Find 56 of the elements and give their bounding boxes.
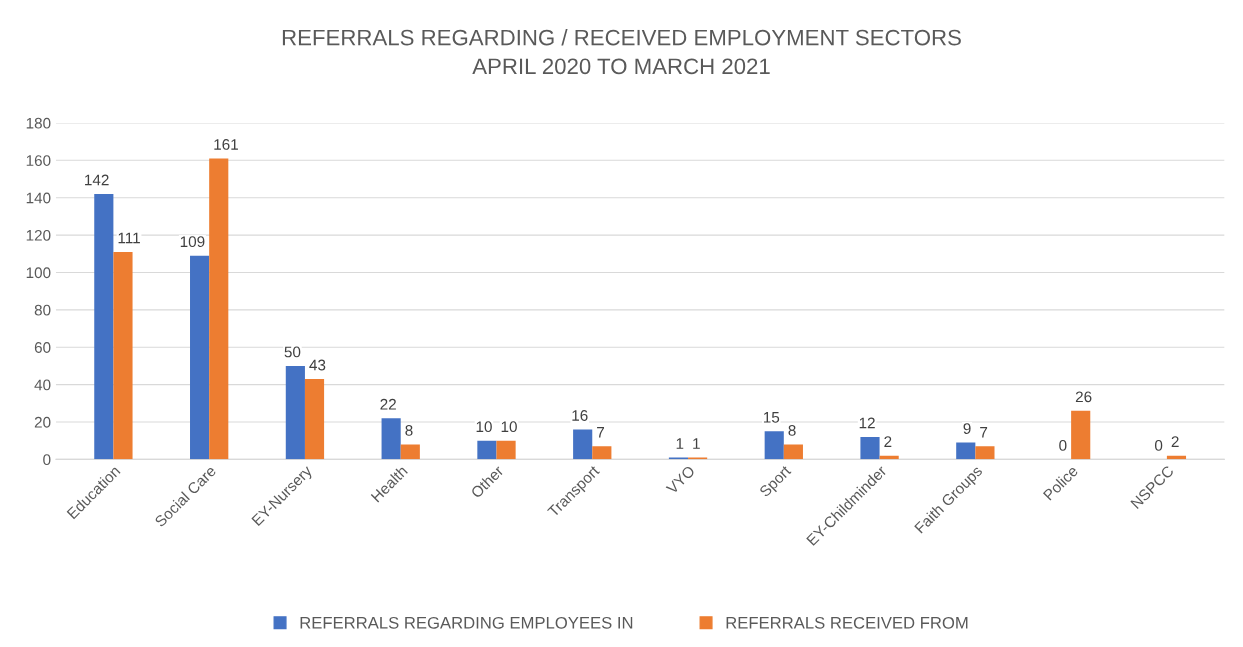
data-label: 15 <box>763 412 780 423</box>
data-label: 161 <box>214 139 238 150</box>
bar <box>190 255 210 460</box>
data-label: 7 <box>980 427 988 438</box>
data-label: 2 <box>1171 436 1179 447</box>
data-label: 7 <box>597 427 605 438</box>
data-label: 1 <box>693 438 700 449</box>
chart-title: REFERRALS REGARDING / RECEIVED EMPLOYMENT SECTORS APRIL 2020 TO MARCH 2021 <box>282 29 961 75</box>
data-label: 43 <box>309 359 326 371</box>
data-label: 16 <box>572 410 588 421</box>
bar <box>783 444 803 460</box>
data-label: 1 <box>676 438 684 449</box>
bar <box>477 440 497 460</box>
bar <box>209 158 229 460</box>
data-label: 22 <box>380 398 396 410</box>
data-label: 9 <box>963 423 971 434</box>
legend-label: REFERRALS REGARDING EMPLOYEES IN <box>300 616 633 629</box>
legend-label: REFERRALS RECEIVED FROM <box>726 616 968 629</box>
data-label: 109 <box>180 236 205 248</box>
data-label: 0 <box>1059 439 1067 451</box>
bar <box>956 442 976 460</box>
bar <box>1071 410 1091 460</box>
bar <box>381 418 401 460</box>
y-tick-label: 140 <box>26 192 51 204</box>
bar <box>113 251 133 460</box>
bar <box>975 446 995 460</box>
data-label: 8 <box>405 425 413 436</box>
y-tick-label: 20 <box>34 416 51 428</box>
data-label: 8 <box>788 425 796 436</box>
bar <box>496 440 516 460</box>
bar <box>94 193 114 460</box>
bar <box>592 446 612 460</box>
y-tick-label: 180 <box>26 117 51 129</box>
bar <box>573 429 593 460</box>
bar <box>860 436 880 460</box>
y-tick-label: 120 <box>26 229 51 241</box>
data-label: 111 <box>118 232 140 244</box>
data-label: 26 <box>1075 391 1092 403</box>
bar <box>400 444 420 460</box>
bar <box>304 379 325 460</box>
data-label: 142 <box>85 174 109 186</box>
data-label: 12 <box>859 417 875 429</box>
y-tick-label: 100 <box>26 267 51 279</box>
bar <box>285 365 305 460</box>
data-label: 50 <box>284 346 301 358</box>
data-label: 10 <box>476 421 492 433</box>
y-tick-label: 80 <box>34 304 51 316</box>
bar <box>764 431 784 460</box>
data-label: 0 <box>1154 439 1163 451</box>
data-label: 2 <box>884 436 892 447</box>
data-label: 10 <box>501 421 517 433</box>
y-tick-label: 60 <box>34 342 51 353</box>
y-tick-label: 0 <box>43 454 51 466</box>
y-tick-label: 40 <box>34 379 51 391</box>
y-tick-label: 160 <box>26 155 51 166</box>
x-tick-label: VYO <box>665 465 696 495</box>
